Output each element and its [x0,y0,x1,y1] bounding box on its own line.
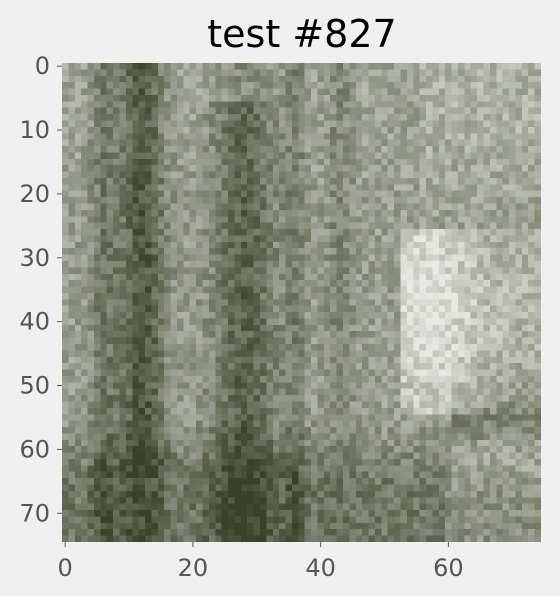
y-tick-label: 20 [19,180,50,208]
x-tick-label: 0 [58,554,73,582]
chart-title: test #827 [207,12,396,56]
x-axis: 0 20 40 60 [58,542,464,582]
y-tick-label: 0 [35,52,50,80]
x-tick-label: 40 [305,554,336,582]
y-tick-label: 10 [19,116,50,144]
x-tick-label: 60 [433,554,464,582]
heatmap-image [62,63,541,542]
y-tick-label: 70 [19,499,50,527]
y-axis: 0 10 20 30 40 50 60 70 [19,52,62,527]
heatmap-pixels [62,63,541,542]
y-tick-label: 40 [19,308,50,336]
x-tick-label: 20 [178,554,209,582]
y-tick-label: 50 [19,372,50,400]
y-tick-label: 30 [19,244,50,272]
y-tick-label: 60 [19,435,50,463]
